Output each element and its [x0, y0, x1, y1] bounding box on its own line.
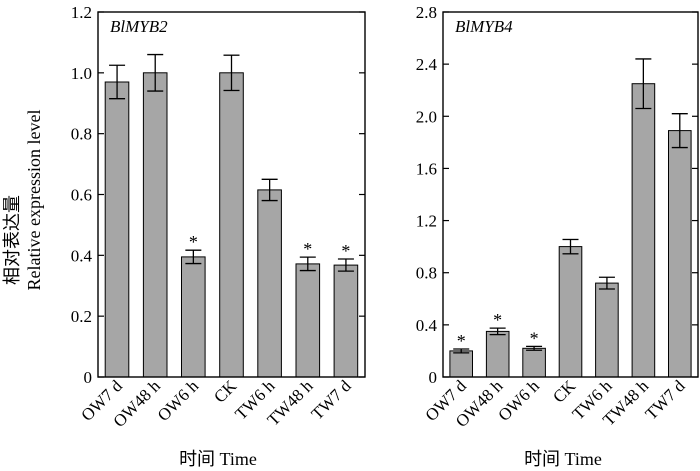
panel-2-significance-label: *	[493, 310, 502, 330]
panel-2-y-tick-label: 0.8	[416, 264, 437, 283]
panel-2-bar	[595, 282, 619, 378]
panel-2-y-tick-label: 0	[429, 368, 438, 387]
panel-1-y-tick-label: 0	[84, 368, 93, 387]
panel-1-bar	[104, 81, 130, 378]
panel-2-x-axis-label: 时间 Time	[524, 449, 602, 469]
panel-1-significance-label: *	[303, 239, 312, 259]
panel-1-y-tick-label: 0.2	[71, 307, 92, 326]
panel-1-category-label: OW6 h	[154, 376, 203, 425]
panel-1-y-tick-label: 0.8	[71, 125, 92, 144]
panel-1-bar	[219, 72, 244, 378]
panel-2-y-tick-label: 0.4	[416, 316, 438, 335]
panel-1-significance-label: *	[189, 232, 198, 252]
panel-2-y-tick-label: 2.0	[416, 107, 437, 126]
y-axis-label-chinese: 相对表达量	[2, 195, 22, 285]
panel-1-y-tick-label: 1.2	[71, 3, 92, 22]
panel-2-significance-label: *	[530, 328, 539, 348]
panel-2-significance-label: *	[457, 331, 466, 351]
panel-1-bar	[333, 264, 359, 378]
panel-1-bar	[257, 189, 282, 378]
panel-1-category-label: CK	[210, 376, 241, 407]
panel-1-title: BlMYB2	[110, 17, 168, 36]
panel-2-y-tick-label: 2.8	[416, 3, 437, 22]
panel-1-category-label: TW7 d	[308, 376, 356, 424]
panel-2-bar	[522, 347, 546, 378]
panel-1-x-axis-label: 时间 Time	[179, 449, 257, 469]
panel-2-bar	[631, 83, 656, 378]
panel-1-bar	[142, 72, 168, 378]
panel-1-axes-frame	[97, 11, 366, 378]
panel-1-bar	[295, 263, 321, 378]
panel-2-bar	[485, 330, 510, 378]
panel-2-y-tick-label: 1.2	[416, 212, 437, 231]
panel-1-y-tick-label: 1.0	[71, 64, 92, 83]
panel-2-bar	[668, 130, 692, 378]
panel-2-axes-frame	[442, 11, 699, 378]
panel-2-category-label: OW6 h	[494, 376, 543, 425]
panel-1-bar	[181, 256, 206, 378]
panel-2-category-label: TW7 d	[641, 376, 689, 424]
panel-2-category-label: CK	[549, 376, 580, 407]
panel-2-bar	[449, 350, 473, 378]
panel-2-y-tick-label: 1.6	[416, 159, 437, 178]
y-axis-label-english: Relative expression level	[24, 110, 44, 291]
panel-1-y-tick-label: 0.6	[71, 186, 92, 205]
panel-2-title: BlMYB4	[455, 17, 513, 36]
panel-2-y-tick-label: 2.4	[416, 55, 438, 74]
panel-1-y-tick-label: 0.4	[71, 246, 93, 265]
panel-1-significance-label: *	[341, 241, 350, 261]
panel-2-bar	[558, 246, 583, 378]
